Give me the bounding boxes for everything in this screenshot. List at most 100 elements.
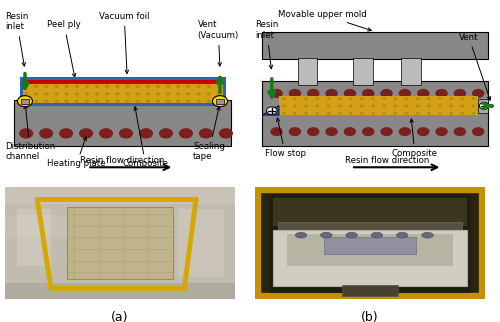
FancyBboxPatch shape (262, 81, 488, 146)
FancyBboxPatch shape (20, 99, 29, 104)
Circle shape (74, 99, 79, 103)
Circle shape (362, 127, 374, 136)
FancyBboxPatch shape (298, 58, 318, 85)
Circle shape (438, 97, 442, 100)
Circle shape (156, 99, 160, 103)
Circle shape (344, 127, 356, 136)
FancyBboxPatch shape (278, 222, 462, 230)
Circle shape (156, 92, 160, 95)
Circle shape (293, 97, 297, 100)
Circle shape (44, 92, 48, 95)
Circle shape (316, 97, 319, 100)
Circle shape (394, 97, 397, 100)
Circle shape (95, 92, 100, 95)
Circle shape (44, 85, 48, 88)
Circle shape (136, 85, 140, 88)
Circle shape (166, 92, 170, 95)
FancyBboxPatch shape (354, 58, 372, 85)
FancyBboxPatch shape (5, 215, 120, 238)
Circle shape (382, 112, 386, 115)
Circle shape (270, 127, 283, 136)
Circle shape (449, 112, 453, 115)
Circle shape (196, 85, 200, 88)
Circle shape (64, 85, 69, 88)
Circle shape (59, 128, 73, 138)
Polygon shape (262, 106, 279, 115)
Circle shape (166, 85, 170, 88)
Text: Resin
inlet: Resin inlet (255, 20, 278, 69)
Text: Vent
(Vacuum): Vent (Vacuum) (198, 20, 239, 66)
Circle shape (216, 99, 221, 103)
Circle shape (316, 105, 319, 107)
Circle shape (438, 105, 442, 107)
Circle shape (416, 112, 420, 115)
Circle shape (438, 112, 442, 115)
Text: Flow stop: Flow stop (264, 118, 306, 158)
Circle shape (288, 89, 301, 98)
Circle shape (460, 112, 464, 115)
FancyBboxPatch shape (269, 194, 471, 293)
Circle shape (371, 232, 382, 238)
Circle shape (216, 85, 221, 88)
FancyBboxPatch shape (5, 187, 235, 299)
Circle shape (454, 89, 466, 98)
Circle shape (282, 105, 286, 107)
Circle shape (396, 232, 408, 238)
Text: Resin flow direction: Resin flow direction (80, 156, 164, 165)
Circle shape (416, 97, 420, 100)
Circle shape (449, 105, 453, 107)
FancyBboxPatch shape (287, 234, 453, 266)
Circle shape (398, 127, 411, 136)
Circle shape (472, 89, 484, 98)
Circle shape (216, 92, 221, 95)
Circle shape (394, 105, 397, 107)
Circle shape (34, 85, 38, 88)
Circle shape (436, 89, 448, 98)
Circle shape (288, 127, 301, 136)
Circle shape (39, 128, 53, 138)
Circle shape (338, 112, 342, 115)
Circle shape (326, 105, 330, 107)
Text: (a): (a) (112, 311, 129, 322)
Circle shape (206, 99, 211, 103)
Circle shape (219, 128, 233, 138)
FancyBboxPatch shape (274, 198, 466, 226)
Circle shape (212, 96, 228, 107)
Circle shape (427, 97, 430, 100)
Circle shape (360, 105, 364, 107)
FancyBboxPatch shape (262, 32, 488, 59)
FancyBboxPatch shape (22, 84, 224, 104)
Text: Resin flow direction: Resin flow direction (345, 156, 429, 165)
Circle shape (44, 99, 48, 103)
Circle shape (460, 97, 464, 100)
Circle shape (19, 128, 33, 138)
Circle shape (380, 127, 393, 136)
FancyBboxPatch shape (178, 209, 224, 277)
Circle shape (74, 85, 79, 88)
Circle shape (346, 232, 358, 238)
Circle shape (74, 92, 79, 95)
Circle shape (362, 89, 374, 98)
Circle shape (99, 128, 113, 138)
Circle shape (54, 85, 58, 88)
Circle shape (316, 112, 319, 115)
FancyBboxPatch shape (478, 99, 488, 112)
Circle shape (166, 99, 170, 103)
Circle shape (307, 89, 320, 98)
Circle shape (95, 99, 100, 103)
Circle shape (472, 105, 476, 107)
Circle shape (85, 85, 89, 88)
Circle shape (64, 99, 69, 103)
Circle shape (179, 128, 193, 138)
Circle shape (54, 99, 58, 103)
Circle shape (398, 89, 411, 98)
Circle shape (270, 89, 283, 98)
Circle shape (404, 97, 408, 100)
Circle shape (382, 105, 386, 107)
Circle shape (196, 99, 200, 103)
Circle shape (326, 89, 338, 98)
Circle shape (54, 92, 58, 95)
Circle shape (126, 99, 130, 103)
Circle shape (307, 127, 320, 136)
Circle shape (326, 112, 330, 115)
